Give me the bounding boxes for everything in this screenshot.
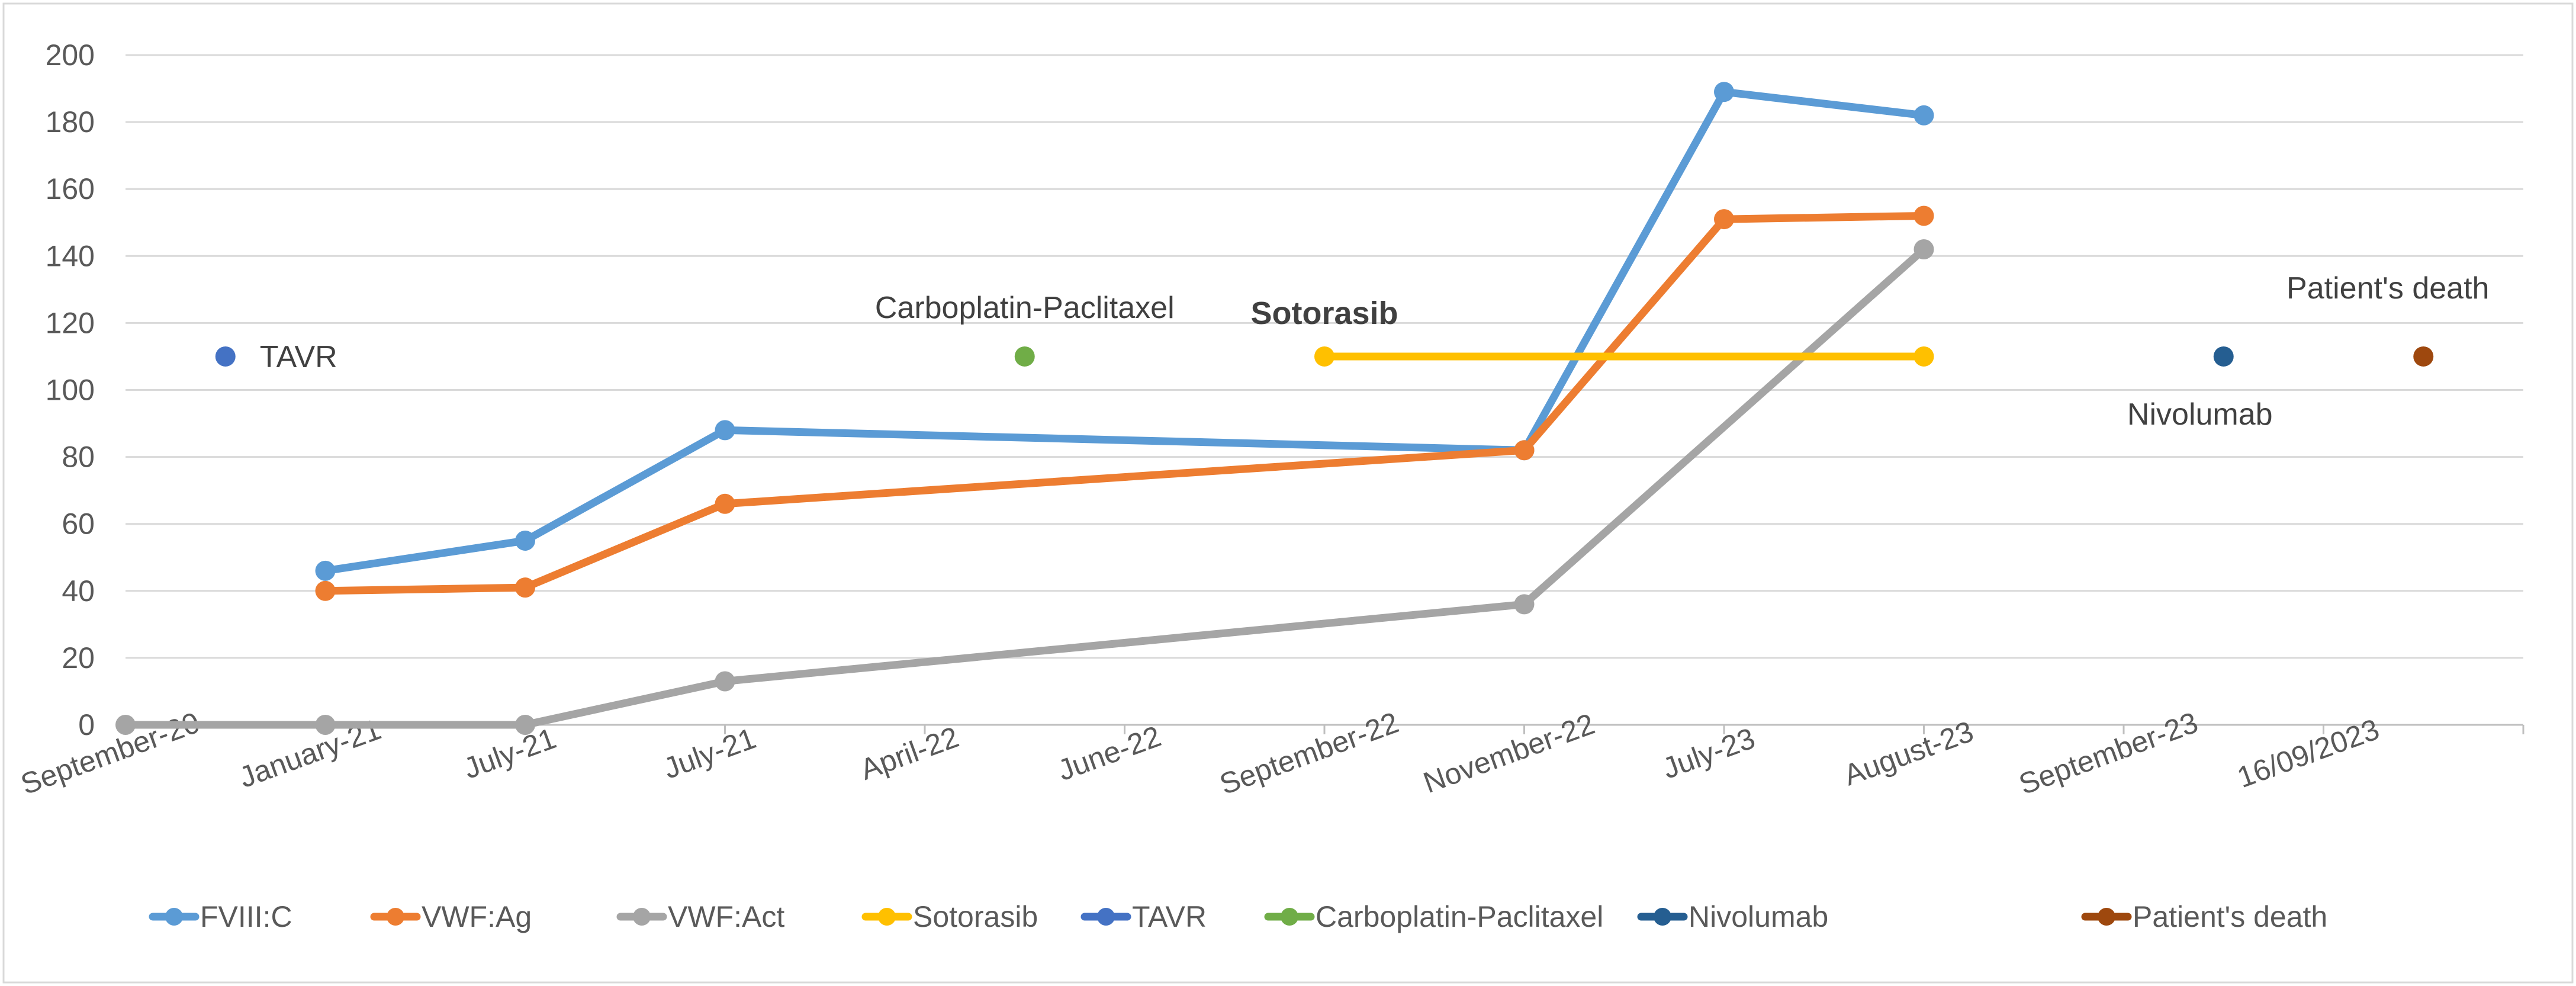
y-tick-label: 180 [46, 105, 95, 139]
y-axis-labels: 0 20 40 60 80 100 120 140 160 180 200 [46, 38, 95, 741]
legend-item-vwf-act: VWF:Act [616, 900, 784, 933]
y-tick-label: 160 [46, 172, 95, 205]
x-tick-label: September-23 [2015, 706, 2202, 801]
x-tick-label: November-22 [1419, 707, 1599, 799]
data-point-vwf-ag [715, 493, 735, 514]
legend-label: VWF:Act [668, 900, 784, 933]
data-point-vwf-ag [315, 580, 336, 601]
data-point-vwf-act [115, 715, 136, 735]
y-tick-label: 200 [46, 38, 95, 72]
x-tick-label: July-21 [459, 721, 561, 785]
legend-swatch-marker [1281, 908, 1298, 926]
data-point-fviii-c [715, 420, 735, 441]
data-point-vwf-act [515, 715, 535, 735]
series-line-fviii-c [321, 88, 1928, 575]
data-point-fviii-c [1714, 82, 1734, 102]
legend-label: FVIII:C [200, 900, 292, 933]
legend-label: Patient's death [2133, 900, 2327, 933]
legend-item-fviii-c: FVIII:C [149, 900, 292, 933]
y-tick-label: 120 [46, 306, 95, 339]
data-point-vwf-act [315, 715, 336, 735]
data-point-sotorasib [1314, 346, 1334, 367]
data-point-fviii-c [515, 530, 535, 551]
y-tick-label: 140 [46, 239, 95, 272]
legend-item-patient-s-death: Patient's death [2081, 900, 2327, 933]
data-point-sotorasib [1913, 346, 1934, 367]
data-point-vwf-act [715, 671, 735, 692]
data-point-tavr [215, 346, 236, 367]
annotation-carboplatin-paclitaxel: Carboplatin-Paclitaxel [875, 291, 1175, 325]
legend-label: VWF:Ag [422, 900, 532, 933]
legend-swatch-marker [165, 908, 183, 926]
series-line-vwf-ag [321, 211, 1928, 595]
data-point-vwf-ag [1714, 209, 1734, 230]
annotation-patient-s-death: Patient's death [2286, 271, 2489, 306]
legend-label: Nivolumab [1689, 900, 1828, 933]
data-point-vwf-ag [1913, 205, 1934, 226]
series-markers [115, 82, 2434, 735]
y-tick-label: 80 [62, 441, 95, 474]
legend-swatch-marker [2098, 908, 2115, 926]
series-lines [121, 88, 1928, 729]
x-tick-label: September-22 [1215, 706, 1403, 801]
annotation-tavr: TAVR [260, 340, 337, 374]
legend-item-tavr: TAVR [1080, 900, 1207, 933]
data-point-patient-s-death [2413, 346, 2434, 367]
x-axis-labels: September-20 January-21 July-21 July-21 Apri… [17, 706, 2384, 801]
y-tick-label: 60 [62, 508, 95, 541]
y-tick-label: 100 [46, 374, 95, 407]
legend-swatch-marker [878, 908, 896, 926]
y-tick-label: 20 [62, 641, 95, 675]
data-point-vwf-ag [515, 577, 535, 598]
legend-swatch-marker [633, 908, 651, 926]
legend-item-nivolumab: Nivolumab [1637, 900, 1828, 933]
legend-label: Sotorasib [913, 900, 1038, 933]
legend-label: Carboplatin-Paclitaxel [1316, 900, 1603, 933]
x-tick-label: July-21 [659, 721, 760, 785]
annotation-nivolumab: Nivolumab [2127, 397, 2273, 432]
legend-item-vwf-ag: VWF:Ag [370, 900, 532, 933]
legend-swatch-marker [1097, 908, 1115, 926]
legend-swatch-marker [387, 908, 404, 926]
data-point-vwf-ag [1514, 440, 1535, 461]
data-point-vwf-act [1913, 239, 1934, 259]
legend-swatch-marker [1654, 908, 1671, 926]
data-point-nivolumab [2213, 346, 2234, 367]
series-line-vwf-act [121, 245, 1928, 729]
x-tick-label: August-23 [1839, 715, 1977, 792]
data-point-fviii-c [315, 560, 336, 581]
legend-item-carboplatin-paclitaxel: Carboplatin-Paclitaxel [1264, 900, 1603, 933]
data-point-carboplatin-paclitaxel [1014, 346, 1035, 367]
x-tick-label: June-22 [1053, 720, 1165, 787]
legend-label: TAVR [1132, 900, 1207, 933]
x-tick-label: July-23 [1658, 721, 1760, 785]
data-point-fviii-c [1913, 105, 1934, 126]
y-tick-label: 40 [62, 574, 95, 608]
x-tick-label: September-20 [17, 706, 204, 801]
x-tick-label: April-22 [856, 720, 963, 786]
y-tick-label: 0 [78, 708, 95, 741]
legend-item-sotorasib: Sotorasib [861, 900, 1038, 933]
legend: FVIII:C VWF:Ag VWF:Act Sotorasib TAVR Carbopl… [149, 900, 2327, 933]
data-point-vwf-act [1514, 594, 1535, 615]
annotation-sotorasib: Sotorasib [1250, 296, 1398, 331]
annotations: TAVR Carboplatin-Paclitaxel Sotorasib Nivol… [260, 271, 2490, 432]
